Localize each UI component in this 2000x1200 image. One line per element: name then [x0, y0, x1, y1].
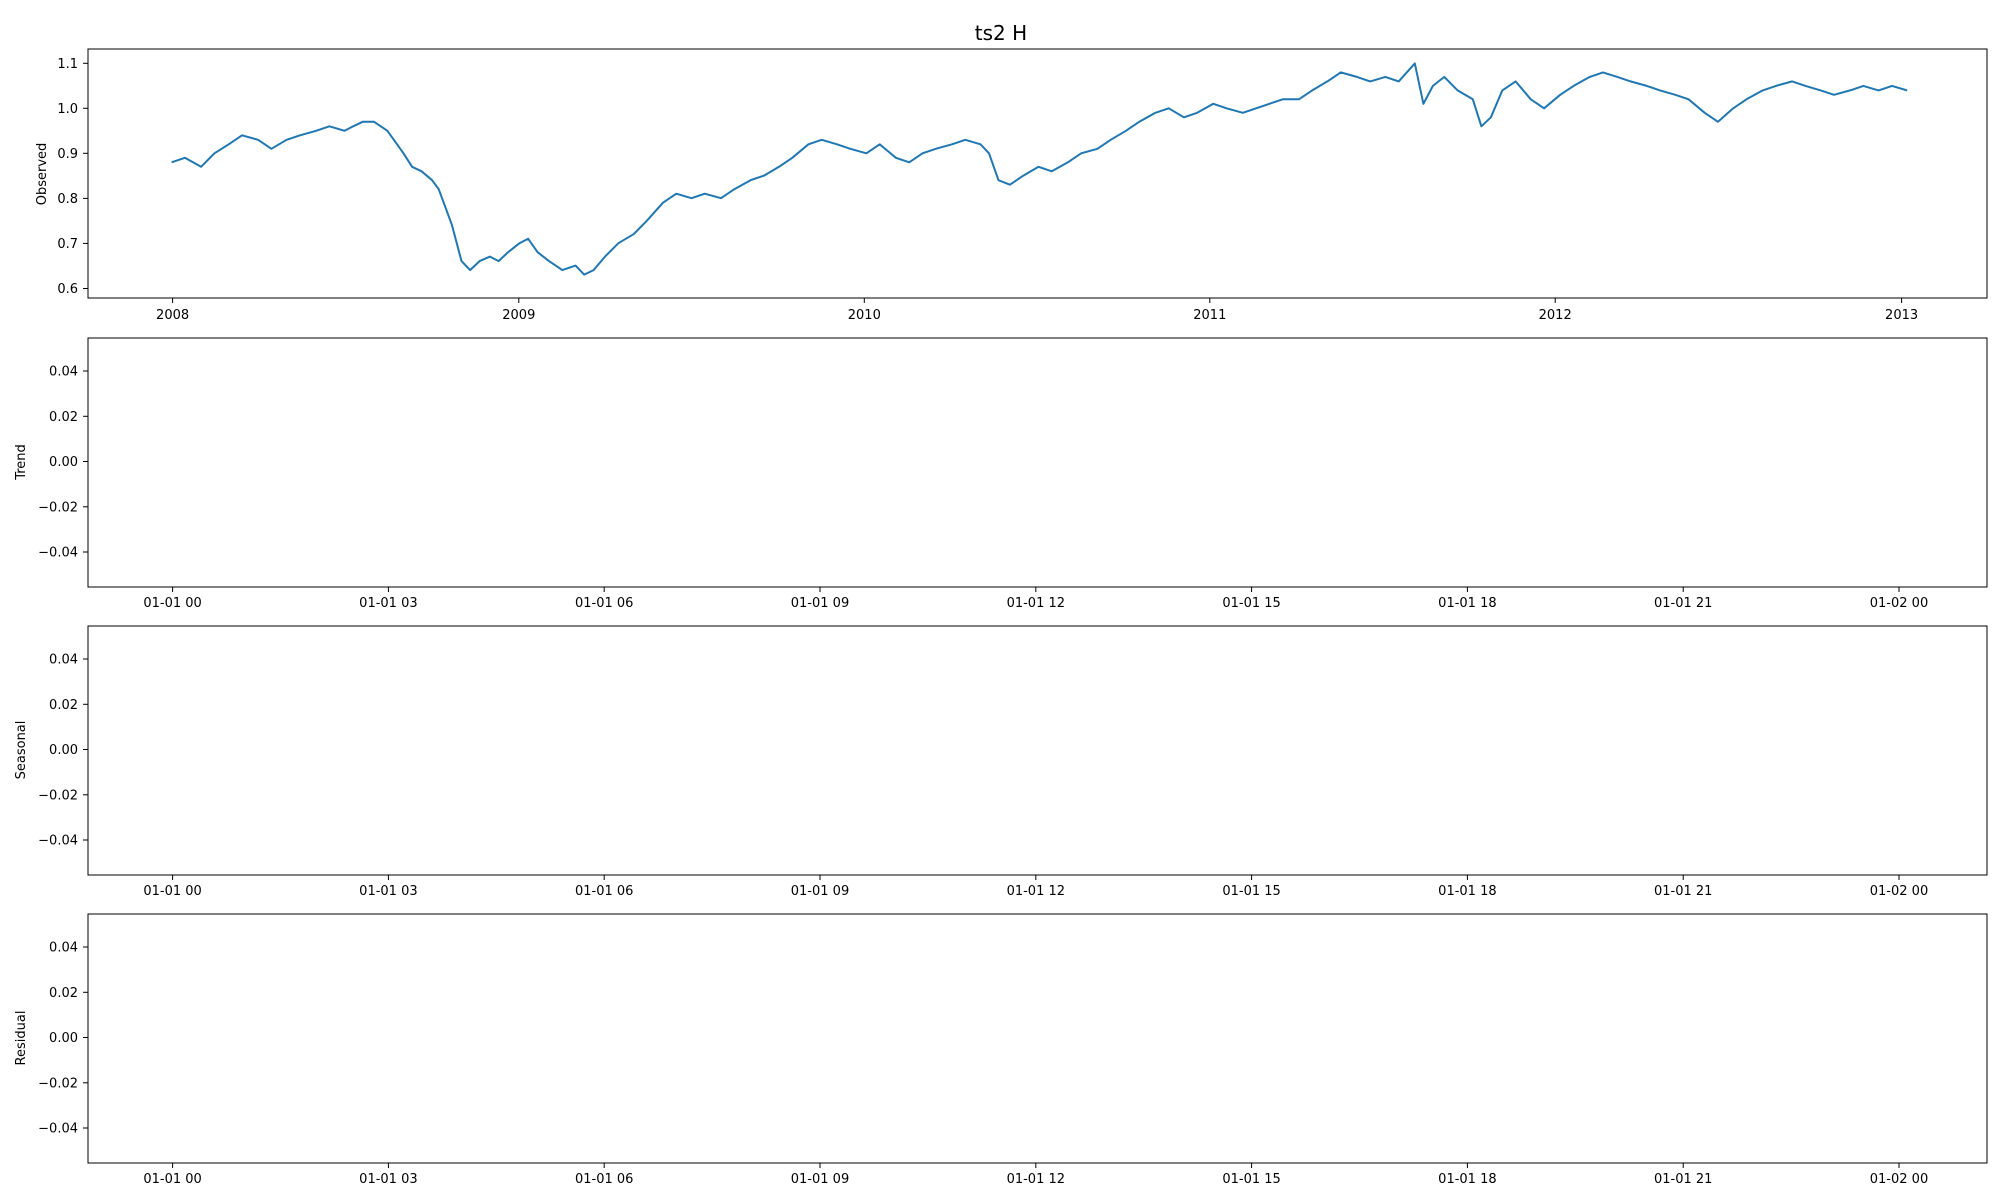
residual-panel: 01-01 00 01-01 03 01-01 06 01-01 09 01-0… — [14, 913, 1988, 1187]
x-tick-label: 01-01 03 — [359, 596, 417, 611]
observed-line — [171, 62, 1908, 276]
y-tick-label: −0.02 — [38, 788, 78, 803]
x-tick-label: 01-01 06 — [575, 596, 633, 611]
y-tick-label: 0.00 — [49, 1031, 78, 1046]
x-tick-label: 01-01 21 — [1654, 596, 1712, 611]
y-tick-label: 0.04 — [49, 653, 78, 668]
x-tick-label: 01-01 12 — [1007, 596, 1065, 611]
x-tick-label: 01-01 18 — [1438, 1172, 1496, 1187]
x-tick-label: 01-02 00 — [1870, 596, 1928, 611]
x-tick-label: 01-01 06 — [575, 1172, 633, 1187]
observed-series — [171, 62, 1908, 276]
seasonal-x-axis: 01-01 00 01-01 03 01-01 06 01-01 09 01-0… — [143, 875, 1928, 899]
x-tick-label: 01-01 21 — [1654, 884, 1712, 899]
y-tick-label: −0.02 — [38, 1076, 78, 1091]
observed-x-axis: 2008 2009 2010 2011 2012 2013 — [156, 298, 1918, 323]
y-tick-label: 1.1 — [57, 57, 78, 72]
residual-x-axis: 01-01 00 01-01 03 01-01 06 01-01 09 01-0… — [143, 1163, 1928, 1187]
trend-panel: 01-01 00 01-01 03 01-01 06 01-01 09 01-0… — [14, 337, 1988, 611]
y-tick-label: 0.9 — [57, 147, 78, 162]
x-tick-label: 2010 — [848, 308, 881, 323]
x-tick-label: 01-01 00 — [143, 596, 201, 611]
y-axis-label: Residual — [14, 1011, 29, 1066]
trend-y-axis: 0.04 0.02 0.00 −0.02 −0.04 — [38, 365, 88, 561]
x-tick-label: 2013 — [1885, 308, 1918, 323]
x-tick-label: 01-01 12 — [1007, 884, 1065, 899]
x-tick-label: 01-01 06 — [575, 884, 633, 899]
x-tick-label: 2011 — [1193, 308, 1226, 323]
x-tick-label: 01-02 00 — [1870, 1172, 1928, 1187]
y-tick-label: −0.02 — [38, 500, 78, 515]
observed-panel: 2008 2009 2010 2011 2012 2013 0.6 0.7 0.… — [35, 48, 1988, 323]
chart-title: ts2 H — [975, 21, 1027, 45]
x-tick-label: 01-01 15 — [1222, 884, 1280, 899]
x-tick-label: 01-01 15 — [1222, 596, 1280, 611]
y-tick-label: 0.00 — [49, 743, 78, 758]
x-tick-label: 01-01 21 — [1654, 1172, 1712, 1187]
x-tick-label: 2012 — [1539, 308, 1572, 323]
y-tick-label: 0.02 — [49, 698, 78, 713]
x-tick-label: 01-01 12 — [1007, 1172, 1065, 1187]
y-tick-label: 0.04 — [49, 365, 78, 380]
x-tick-label: 2009 — [502, 308, 535, 323]
y-axis-label: Seasonal — [14, 721, 29, 780]
residual-plot-area — [87, 913, 1988, 1164]
x-tick-label: 01-01 00 — [143, 1172, 201, 1187]
x-tick-label: 01-01 18 — [1438, 884, 1496, 899]
x-tick-label: 01-01 09 — [791, 1172, 849, 1187]
y-tick-label: −0.04 — [38, 546, 78, 561]
x-tick-label: 01-01 18 — [1438, 596, 1496, 611]
y-axis-label: Observed — [35, 143, 50, 206]
x-tick-label: 01-01 09 — [791, 884, 849, 899]
y-tick-label: 0.7 — [57, 237, 78, 252]
y-tick-label: 0.6 — [57, 282, 78, 297]
y-tick-label: 1.0 — [57, 102, 78, 117]
observed-plot-area — [87, 48, 1988, 299]
x-tick-label: 01-01 03 — [359, 884, 417, 899]
x-tick-label: 01-01 03 — [359, 1172, 417, 1187]
seasonal-y-axis: 0.04 0.02 0.00 −0.02 −0.04 — [38, 653, 88, 849]
y-tick-label: 0.02 — [49, 986, 78, 1001]
x-tick-label: 01-01 15 — [1222, 1172, 1280, 1187]
y-tick-label: 0.00 — [49, 455, 78, 470]
y-axis-label: Trend — [14, 444, 29, 481]
x-tick-label: 01-01 00 — [143, 884, 201, 899]
y-tick-label: −0.04 — [38, 1122, 78, 1137]
seasonal-panel: 01-01 00 01-01 03 01-01 06 01-01 09 01-0… — [14, 625, 1988, 899]
x-tick-label: 2008 — [156, 308, 189, 323]
residual-y-axis: 0.04 0.02 0.00 −0.02 −0.04 — [38, 941, 88, 1137]
trend-plot-area — [87, 337, 1988, 588]
x-tick-label: 01-02 00 — [1870, 884, 1928, 899]
trend-x-axis: 01-01 00 01-01 03 01-01 06 01-01 09 01-0… — [143, 587, 1928, 611]
y-tick-label: 0.04 — [49, 941, 78, 956]
y-tick-label: 0.8 — [57, 192, 78, 207]
seasonal-plot-area — [87, 625, 1988, 876]
x-tick-label: 01-01 09 — [791, 596, 849, 611]
y-tick-label: 0.02 — [49, 410, 78, 425]
observed-y-axis: 0.6 0.7 0.8 0.9 1.0 1.1 — [57, 57, 88, 297]
y-tick-label: −0.04 — [38, 834, 78, 849]
